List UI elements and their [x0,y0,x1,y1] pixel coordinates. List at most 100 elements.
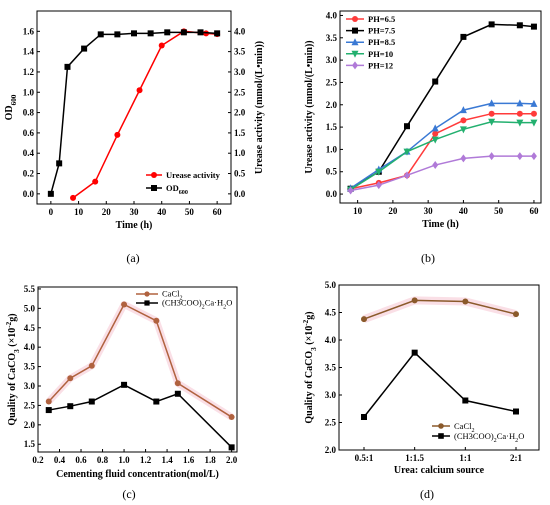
panel-b-series-1-point [530,23,537,30]
panel-a-y2-tick-label: 1.0 [234,148,246,158]
panel-b-series-line-0 [350,112,534,190]
panel-b-series-4-point [347,186,354,195]
panel-a-y-tick-label: 0.6 [23,128,35,138]
panel-c-legend-marker-0 [144,291,150,297]
panel-d-x-tick-label: 2:1 [510,453,522,463]
panel-a-series-0-point [70,194,77,201]
panel-a-y2-tick-label: 2.5 [234,87,246,97]
panel-a-y2-tick-label: 4.0 [234,26,246,36]
panel-b-series-1-point [488,21,495,28]
panel-c-series-1-point [45,407,52,414]
panel-b-series-0-point [432,130,439,137]
panel-a-series-1-point [81,45,88,52]
panel-b-series-4-point [488,152,495,161]
panel-b-series-4-point [404,171,410,180]
panel-b-y-tick-label: 1.0 [326,144,338,154]
panel-b-series-1-point [516,22,523,29]
panel-b-series-3-point [459,126,467,134]
panel-b-legend-label-4: PH=12 [368,60,393,70]
panel-a-legend-marker-1 [151,185,157,191]
panel-b-caption: (b) [421,251,435,265]
panel-d-y-tick-label: 5.0 [325,280,337,290]
panel-c-x-tick-label: 0.8 [97,455,109,465]
panel-b-series-line-3 [350,120,534,191]
panel-a-y2-tick-label: 3.0 [234,67,246,77]
panel-d-x-tick-label: 1:1 [459,453,471,463]
panel-c-series-1-point [67,403,74,410]
panel-d-y-tick-label: 2.5 [325,418,337,428]
panel-b-series-3-point [431,136,439,144]
panel-c-x-tick-label: 0.4 [54,455,66,465]
panel-c-series-1-point [121,381,128,388]
panel-c-series-0-point [88,362,95,369]
panel-a-series-1-point [197,29,204,36]
panel-b-series-0-point [516,110,523,117]
panel-c-series-0-point [121,301,128,308]
panel-c-series-line-0 [48,303,233,418]
panel-b-series-0-point [460,117,467,124]
panel-c-caption: (c) [122,487,135,501]
panel-c-series-0-point [45,398,52,405]
panel-b-x-tick-label: 50 [494,206,504,216]
panel-c-y-tick-label: 5.5 [24,284,36,294]
panel-a-y-tick-label: 0.8 [23,108,35,118]
panel-a-caption: (a) [126,251,139,265]
panel-a-x-tick-label: 10 [74,207,84,217]
panel-a-y-tick-label: 1.6 [23,26,35,36]
panel-b-y-tick-label: 2.5 [326,77,338,87]
panel-a-legend-label-1: OD600 [166,183,188,196]
panel-c-series-1-point [88,398,95,405]
panel-a-y2-axis-label: Urease activity (mmol/(L•min)) [254,41,265,174]
panel-b-legend-marker-4 [352,61,358,70]
panel-c-y-tick-label: 1.5 [24,439,36,449]
panel-c-x-tick-label: 1.4 [161,455,173,465]
panel-d-series-1-point [411,349,418,356]
panel-d-y-axis-label: Quality of CaCO3 (×10-2g) [302,311,318,423]
panel-b-x-tick-label: 10 [353,206,363,216]
panel-a-series-1-point [164,29,171,36]
panel-b-series-3-point [488,118,496,126]
panel-b-y-tick-label: 2.0 [326,100,338,110]
panel-b-series-0-point [488,110,495,117]
panel-d-series-0-point [411,297,418,304]
panel-d-x-axis-label: Urea: calcium source [394,465,485,476]
panel-d-legend-label-0: CaCl2 [454,421,475,434]
panel-b-y-tick-label: 3.0 [326,55,338,65]
panel-c-x-tick-label: 0.2 [32,455,44,465]
panel-d-caption: (d) [420,487,434,501]
panel-b-series-3-point [516,119,524,127]
panel-b-y-axis-label: Urease activity (mmol/(L•min)) [304,40,315,173]
panel-b-y-tick-label: 3.5 [326,33,338,43]
panel-a-series-1-point [180,29,187,36]
panel-a-series-1-point [147,30,154,37]
panel-b-series-2-point [431,124,439,132]
panel-d-y-tick-label: 4.0 [325,335,337,345]
panel-a-x-tick-label: 20 [102,207,112,217]
panel-b-y-tick-label: 0.5 [326,167,338,177]
panel-b-legend-label-2: PH=8.5 [368,37,395,47]
panel-a-series-1-point [131,30,137,37]
panel-c-y-tick-label: 4.5 [24,323,36,333]
panel-d-series-1-point [513,408,519,415]
panel-b-series-line-1 [350,23,535,190]
panel-b-legend-label-3: PH=10 [368,49,393,59]
panel-a-x-tick-label: 60 [213,207,223,217]
panel-b-series-2-point [530,99,538,107]
panel-d-series-line-1 [363,351,517,418]
panel-b-legend-marker-0 [352,16,358,22]
panel-c-series-line-1 [48,383,233,448]
panel-a-y-tick-label: 1.4 [23,47,35,57]
panel-d-series-1-point [361,414,367,420]
panel-c-y-tick-label: 2.0 [24,420,36,430]
panel-a-y-tick-label: 1.2 [23,67,35,77]
panel-d-legend-marker-0 [438,423,444,429]
panel-b-x-tick-label: 60 [529,206,539,216]
panel-a-y2-tick-label: 0.0 [234,189,246,199]
panel-b-series-1-point [404,123,410,130]
panel-c-chart: (c) 0.2 0.4 0.6 0.8 1.0 1.2 1.4 1.6 1.8 2.0 1.5 2.0… [5,284,238,501]
panel-d-y-tick-label: 2.0 [325,445,337,455]
panel-b-legend-label-0: PH=6.5 [368,14,395,24]
panel-b-series-3-point [375,168,383,176]
panel-b-chart: (b) 10 20 30 40 50 60 0.0 0.5 1.0 1.5 2.0 2.5 3.0 3.5… [304,10,542,265]
panel-d-x-tick-label: 1:1.5 [405,453,424,463]
